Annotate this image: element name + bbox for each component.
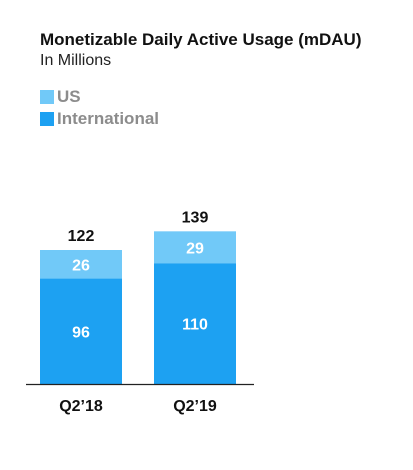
chart-title: Monetizable Daily Active Usage (mDAU) [40, 30, 362, 49]
bar-international-q218 [40, 278, 122, 384]
chart-subtitle: In Millions [40, 52, 112, 69]
category-label-q218: Q2’18 [59, 398, 103, 415]
legend-label-international: International [57, 109, 160, 128]
legend-swatch-us [40, 90, 54, 104]
chart-legend: US International [40, 87, 159, 131]
legend-item-us: US [40, 87, 159, 107]
bar-label-us-q219: 29 [186, 240, 204, 257]
bar-us-q218 [40, 250, 122, 279]
bar-international-q219 [154, 263, 236, 384]
legend-item-international: International [40, 109, 159, 129]
legend-label-us: US [57, 87, 81, 106]
total-label-q219: 139 [182, 209, 209, 226]
bar-label-us-q218: 26 [72, 257, 90, 274]
legend-swatch-international [40, 112, 54, 126]
bar-label-international-q218: 96 [72, 324, 90, 341]
bar-us-q219 [154, 231, 236, 264]
bar-label-international-q219: 110 [182, 317, 208, 334]
total-label-q218: 122 [68, 228, 95, 245]
category-label-q219: Q2’19 [173, 398, 217, 415]
